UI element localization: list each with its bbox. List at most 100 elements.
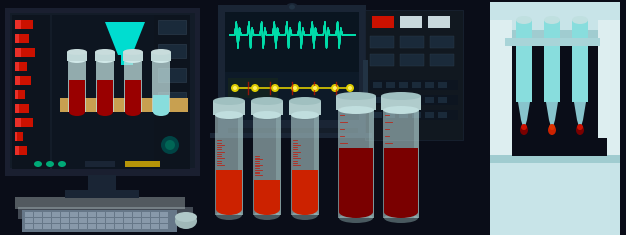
Bar bbox=[15, 48, 35, 57]
Bar bbox=[425, 97, 434, 103]
Bar bbox=[85, 161, 115, 167]
Ellipse shape bbox=[254, 210, 280, 220]
Ellipse shape bbox=[153, 108, 169, 116]
Bar bbox=[65, 190, 139, 198]
Ellipse shape bbox=[69, 108, 85, 116]
Bar bbox=[365, 10, 463, 140]
Bar bbox=[151, 52, 171, 61]
Bar bbox=[218, 5, 366, 135]
Bar bbox=[490, 30, 620, 38]
Bar bbox=[160, 224, 168, 229]
Bar bbox=[381, 96, 421, 110]
Ellipse shape bbox=[336, 92, 376, 100]
Ellipse shape bbox=[384, 206, 418, 218]
Ellipse shape bbox=[215, 111, 243, 119]
Bar bbox=[386, 112, 395, 118]
Bar bbox=[97, 80, 113, 112]
Ellipse shape bbox=[291, 111, 319, 119]
Ellipse shape bbox=[384, 213, 418, 223]
Bar bbox=[412, 112, 421, 118]
Bar bbox=[210, 133, 372, 138]
Ellipse shape bbox=[544, 16, 560, 24]
Bar bbox=[414, 110, 419, 218]
Ellipse shape bbox=[251, 97, 283, 105]
Polygon shape bbox=[549, 120, 555, 130]
Ellipse shape bbox=[175, 212, 197, 222]
Bar bbox=[52, 224, 59, 229]
Bar bbox=[412, 97, 421, 103]
Bar bbox=[238, 115, 243, 215]
Bar bbox=[490, 2, 620, 32]
Bar bbox=[123, 52, 143, 61]
Polygon shape bbox=[518, 102, 530, 120]
Ellipse shape bbox=[339, 206, 373, 218]
Bar bbox=[142, 212, 150, 217]
Ellipse shape bbox=[161, 136, 179, 154]
Ellipse shape bbox=[233, 86, 237, 90]
Bar bbox=[43, 224, 51, 229]
Bar bbox=[43, 218, 51, 223]
Ellipse shape bbox=[216, 210, 242, 220]
Bar bbox=[125, 80, 141, 112]
Ellipse shape bbox=[151, 49, 171, 55]
Bar bbox=[151, 224, 158, 229]
Bar bbox=[18, 207, 193, 219]
Bar bbox=[369, 110, 374, 218]
Bar bbox=[5, 8, 200, 176]
Bar bbox=[15, 197, 185, 209]
Bar bbox=[215, 115, 243, 215]
Ellipse shape bbox=[577, 124, 583, 130]
Ellipse shape bbox=[67, 49, 87, 55]
Ellipse shape bbox=[253, 111, 281, 119]
Bar bbox=[15, 34, 29, 43]
Ellipse shape bbox=[549, 124, 555, 130]
Bar bbox=[370, 110, 458, 120]
Ellipse shape bbox=[292, 203, 318, 215]
Bar bbox=[225, 12, 359, 120]
Ellipse shape bbox=[273, 86, 277, 90]
Bar bbox=[216, 170, 242, 209]
Bar bbox=[370, 80, 458, 90]
Bar bbox=[336, 96, 376, 110]
Bar bbox=[490, 2, 620, 20]
Ellipse shape bbox=[516, 16, 532, 24]
Ellipse shape bbox=[216, 203, 242, 215]
Bar bbox=[15, 146, 27, 155]
Bar bbox=[97, 218, 105, 223]
Bar bbox=[399, 82, 408, 88]
Bar bbox=[400, 16, 422, 28]
Bar bbox=[438, 82, 447, 88]
Bar bbox=[363, 60, 368, 110]
Ellipse shape bbox=[333, 86, 337, 90]
Bar bbox=[572, 20, 588, 102]
Bar bbox=[142, 218, 150, 223]
Bar bbox=[372, 16, 394, 28]
Bar bbox=[96, 60, 114, 112]
Bar bbox=[15, 118, 33, 127]
Bar bbox=[97, 224, 105, 229]
Bar bbox=[15, 132, 17, 141]
Ellipse shape bbox=[339, 213, 373, 223]
Bar bbox=[60, 98, 188, 112]
Bar bbox=[289, 101, 321, 115]
Bar bbox=[598, 2, 620, 202]
Bar bbox=[383, 110, 419, 218]
Bar bbox=[70, 218, 78, 223]
Bar bbox=[490, 155, 620, 235]
Ellipse shape bbox=[520, 125, 528, 135]
Bar bbox=[254, 180, 280, 209]
Bar bbox=[15, 48, 21, 57]
Ellipse shape bbox=[231, 84, 239, 92]
Bar bbox=[544, 20, 560, 102]
Bar bbox=[292, 170, 318, 209]
Bar bbox=[490, 2, 512, 202]
Ellipse shape bbox=[95, 49, 115, 55]
Bar bbox=[158, 68, 186, 82]
Bar bbox=[52, 218, 59, 223]
Bar bbox=[158, 44, 186, 58]
Bar bbox=[133, 224, 140, 229]
Bar bbox=[88, 175, 116, 191]
Ellipse shape bbox=[34, 161, 42, 167]
Bar bbox=[15, 90, 18, 99]
Bar bbox=[505, 38, 600, 46]
